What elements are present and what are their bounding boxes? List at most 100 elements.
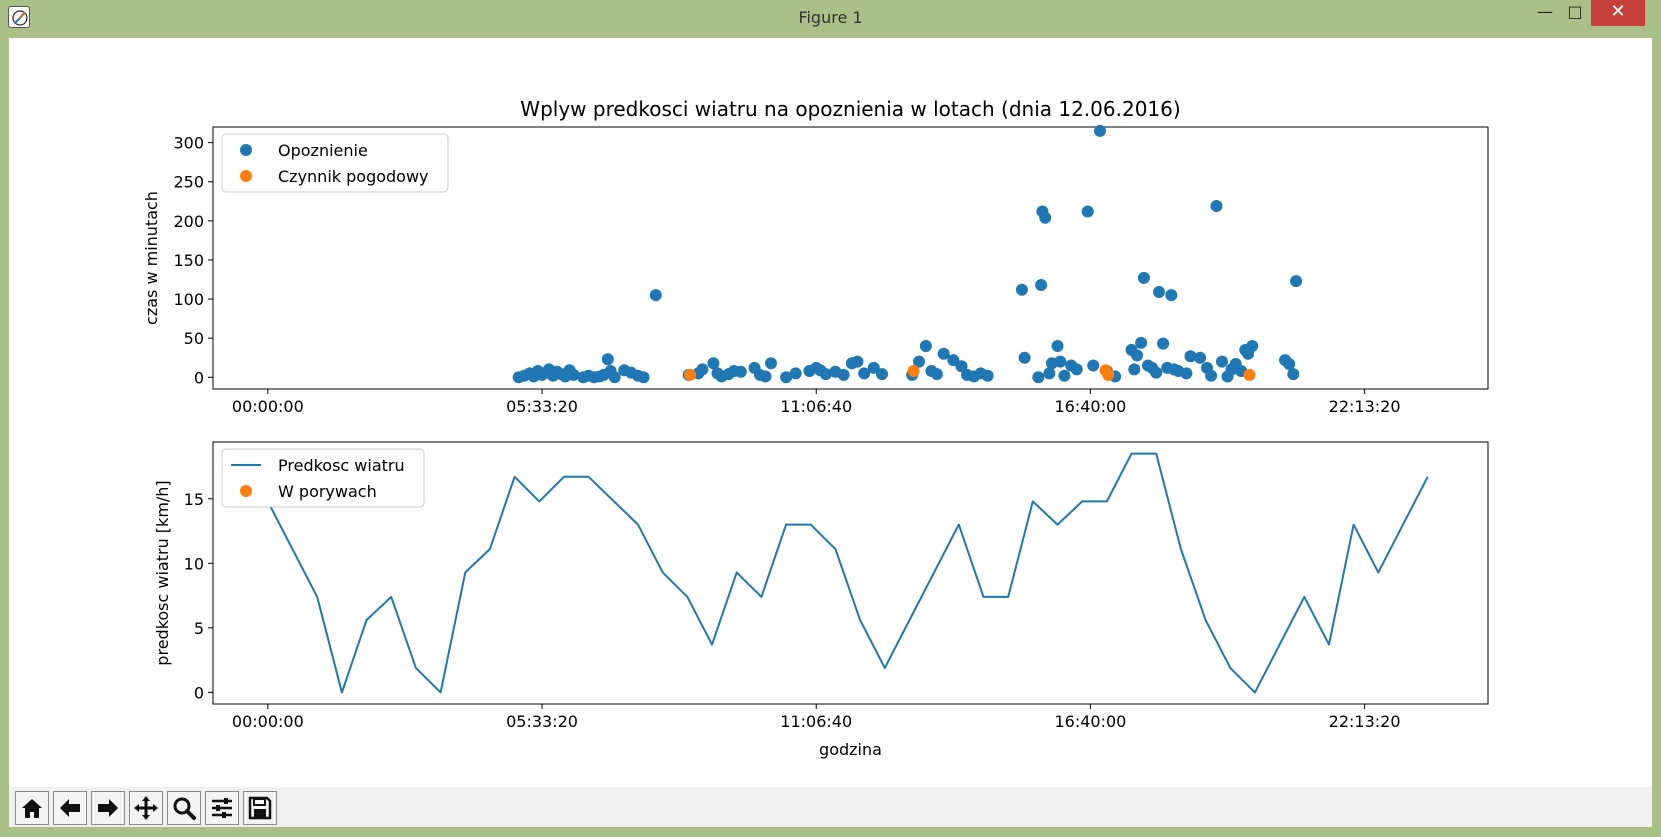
- data-point-delay: [1051, 340, 1064, 352]
- data-point-delay: [707, 357, 720, 370]
- pan-button[interactable]: [129, 791, 163, 825]
- y-axis-label: predkosc wiatru [km/h]: [153, 480, 172, 665]
- data-point-delay: [1087, 359, 1100, 372]
- legend-label: Czynnik pogodowy: [278, 167, 429, 186]
- y-tick-label: 10: [184, 554, 204, 573]
- data-point-delay: [1287, 368, 1300, 381]
- data-point-delay: [1137, 271, 1150, 284]
- legend-marker-swatch: [240, 170, 252, 182]
- legend-marker-swatch: [240, 144, 252, 156]
- data-point-delay: [1283, 358, 1296, 370]
- home-button[interactable]: [15, 791, 49, 825]
- minimize-button[interactable]: —: [1537, 2, 1553, 21]
- sliders-icon: [212, 798, 232, 818]
- data-point-delay: [1081, 205, 1094, 218]
- data-point-delay: [1070, 363, 1083, 376]
- data-point-delay: [780, 371, 793, 384]
- data-point-weather: [684, 368, 697, 381]
- y-tick-label: 15: [184, 490, 204, 509]
- app-icon[interactable]: [8, 6, 30, 28]
- legend-marker-swatch: [240, 485, 252, 497]
- data-point-delay: [608, 371, 621, 384]
- data-point-delay: [1180, 367, 1193, 380]
- data-point-delay: [1246, 340, 1259, 352]
- navigation-toolbar: [9, 787, 1652, 827]
- plot-area-2: [212, 441, 1489, 705]
- data-point-delay: [765, 357, 777, 370]
- back-button[interactable]: [53, 791, 87, 825]
- data-point-delay: [919, 340, 932, 352]
- data-point-delay: [1150, 366, 1163, 379]
- data-point-delay: [759, 370, 772, 383]
- x-tick-label: 11:06:40: [780, 397, 852, 416]
- arrow-left-icon: [60, 799, 80, 817]
- data-point-delay: [1184, 350, 1197, 363]
- data-point-weather: [1102, 368, 1115, 381]
- legend-label: Opoznienie: [278, 141, 368, 160]
- data-point-delay: [858, 367, 871, 380]
- y-tick-label: 200: [173, 212, 204, 231]
- data-point-delay: [937, 347, 950, 360]
- data-point-delay: [913, 355, 925, 368]
- home-icon: [22, 799, 42, 818]
- data-point-weather: [907, 365, 920, 377]
- x-tick-label: 00:00:00: [232, 712, 304, 731]
- data-point-delay: [1165, 289, 1178, 302]
- x-tick-label: 00:00:00: [232, 397, 304, 416]
- data-point-delay: [637, 371, 650, 384]
- close-button[interactable]: ✕: [1591, 0, 1645, 26]
- y-axis-label: czas w minutach: [142, 191, 161, 325]
- chart-title: Wplyw predkosci wiatru na opoznienia w l…: [520, 97, 1180, 121]
- legend-label: W porywach: [278, 482, 377, 501]
- data-point-delay: [1018, 351, 1031, 364]
- move-icon: [134, 796, 158, 820]
- x-tick-label: 16:40:00: [1054, 397, 1126, 416]
- configure-subplots-button[interactable]: [205, 791, 239, 825]
- y-tick-label: 250: [173, 173, 204, 192]
- legend-box: [221, 133, 449, 193]
- data-point-delay: [696, 363, 709, 376]
- window-title: Figure 1: [798, 8, 863, 27]
- data-point-delay: [1043, 367, 1056, 380]
- zoom-button[interactable]: [167, 791, 201, 825]
- legend-label: Predkosc wiatru: [278, 456, 405, 475]
- data-point-delay: [981, 369, 994, 382]
- data-point-delay: [867, 361, 880, 374]
- save-button[interactable]: [243, 791, 277, 825]
- data-point-delay: [1153, 286, 1165, 298]
- x-tick-label: 05:33:20: [506, 397, 578, 416]
- x-tick-label: 16:40:00: [1054, 712, 1126, 731]
- data-point-delay: [789, 367, 802, 380]
- data-point-delay: [601, 353, 614, 366]
- data-point-delay: [837, 368, 850, 381]
- floppy-disk-icon: [248, 796, 272, 820]
- data-point-delay: [1094, 124, 1106, 137]
- data-point-delay: [1205, 369, 1218, 382]
- data-point-delay: [1194, 351, 1207, 364]
- y-tick-label: 50: [184, 329, 204, 348]
- data-point-delay: [1135, 336, 1148, 349]
- data-point-delay: [930, 368, 943, 381]
- data-point-delay: [819, 368, 832, 381]
- data-point-delay: [1157, 337, 1170, 350]
- x-tick-label: 05:33:20: [506, 712, 578, 731]
- data-point-delay: [649, 289, 662, 302]
- data-point-delay: [1015, 283, 1028, 296]
- magnifier-icon: [173, 797, 196, 820]
- legend-box: [221, 448, 425, 508]
- data-point-delay: [1058, 369, 1071, 382]
- arrow-right-icon: [98, 799, 118, 817]
- x-axis-label: godzina: [819, 740, 882, 759]
- data-point-delay: [1128, 363, 1141, 376]
- y-tick-label: 0: [194, 683, 204, 702]
- maximize-button[interactable]: □: [1567, 2, 1583, 21]
- data-point-delay: [955, 360, 968, 373]
- forward-button[interactable]: [91, 791, 125, 825]
- y-tick-label: 5: [194, 619, 204, 638]
- data-point-delay: [1131, 349, 1143, 362]
- data-point-delay: [1054, 355, 1067, 368]
- y-tick-label: 300: [173, 134, 204, 153]
- data-point-delay: [876, 368, 888, 381]
- y-tick-label: 150: [173, 251, 204, 270]
